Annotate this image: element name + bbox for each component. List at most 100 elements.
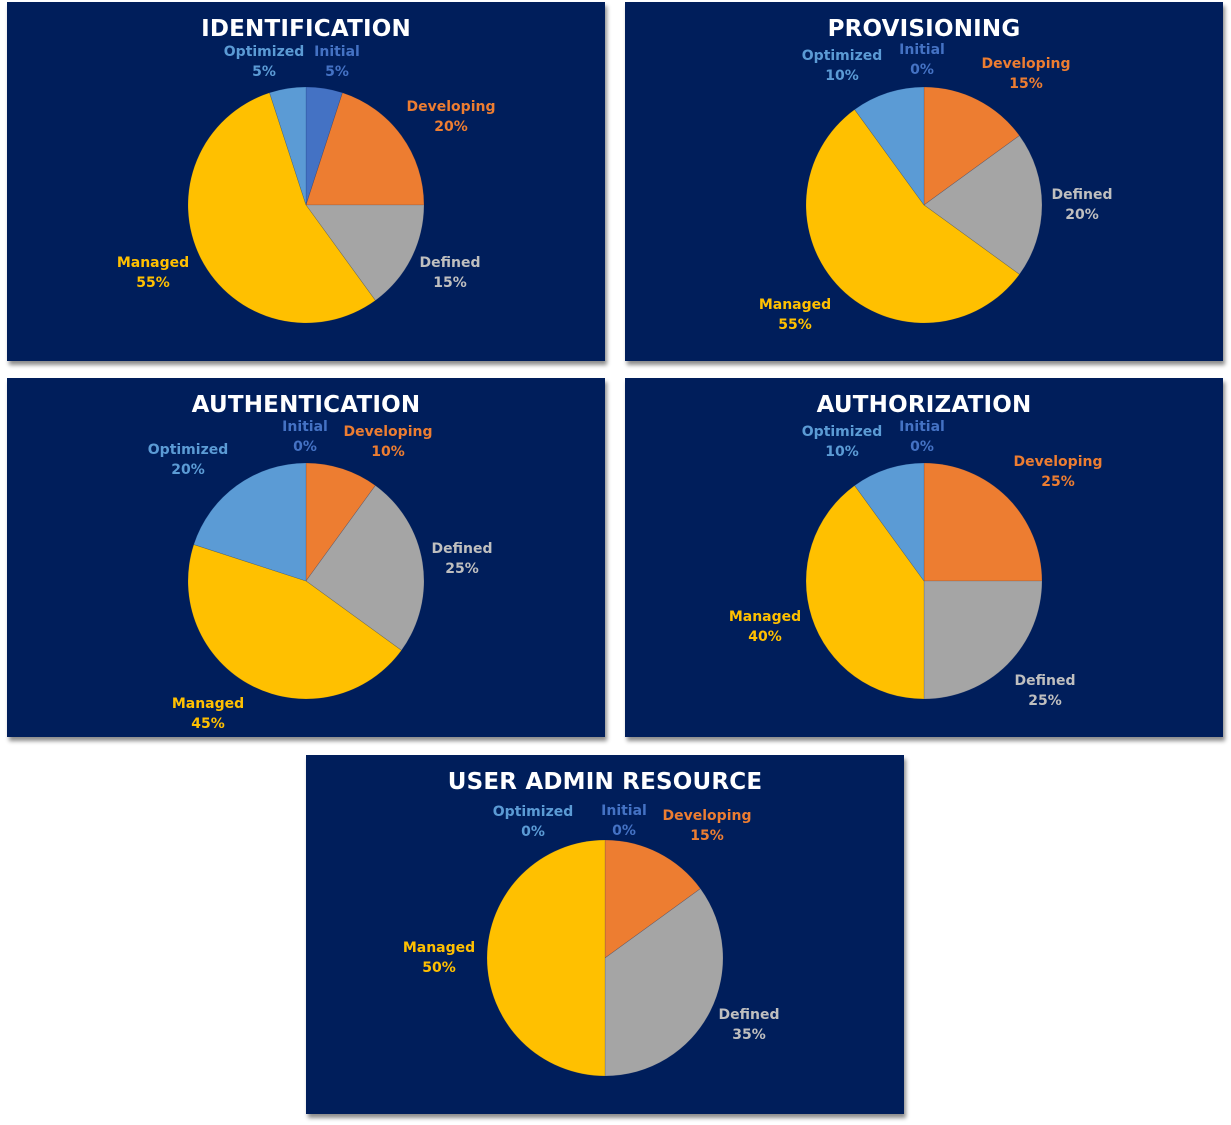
data-label-value: 10% [371,444,405,460]
data-label-developing: Developing 15% [982,54,1071,94]
data-label-optimized: Optimized 0% [493,802,573,842]
data-label-value: 20% [171,462,205,478]
data-label-managed: Managed 55% [759,295,831,335]
data-label-value: 55% [136,275,170,291]
data-label-value: 25% [445,561,479,577]
data-label-category: Defined [718,1007,780,1023]
pie-slice-optimized [193,462,307,582]
pie-slice-developing [923,462,1043,582]
data-label-optimized: Optimized 10% [802,422,882,462]
data-label-category: Optimized [147,442,229,458]
data-label-value: 5% [252,64,276,80]
data-label-value: 25% [1041,474,1075,490]
data-label-category: Defined [1051,187,1113,203]
data-label-value: 0% [910,62,934,78]
data-label-category: Defined [431,541,493,557]
pie-slice-defined [604,888,724,1077]
data-label-category: Defined [419,255,481,271]
pie-slice-defined [923,135,1043,275]
data-label-value: 0% [293,439,317,455]
data-label-category: Developing [981,56,1071,72]
data-label-category: Optimized [223,44,305,60]
data-label-developing: Developing 20% [407,97,496,137]
data-label-value: 35% [732,1027,766,1043]
data-label-category: Optimized [492,804,574,820]
data-label-defined: Defined 15% [420,253,481,293]
pie-slice-developing [305,462,376,582]
data-label-value: 0% [521,824,545,840]
data-label-value: 45% [191,716,225,732]
pie-slice-optimized [854,86,925,206]
data-label-managed: Managed 45% [172,694,244,734]
data-label-value: 0% [612,823,636,839]
data-label-optimized: Optimized 5% [224,42,304,82]
data-label-category: Initial [314,44,360,60]
data-label-optimized: Optimized 20% [148,440,228,480]
pie-chart [187,462,425,700]
data-label-managed: Managed 50% [403,938,475,978]
data-label-category: Optimized [801,48,883,64]
data-label-value: 15% [690,828,724,844]
data-label-value: 15% [1009,76,1043,92]
data-label-value: 20% [434,119,468,135]
data-label-defined: Defined 20% [1052,185,1113,225]
data-label-category: Developing [662,808,752,824]
pie-slice-defined [305,485,425,651]
chart-title: PROVISIONING [827,16,1021,42]
pie-slice-managed [486,839,606,1077]
data-label-value: 5% [325,64,349,80]
data-label-initial: Initial 5% [314,42,360,82]
data-label-value: 15% [433,275,467,291]
data-label-value: 20% [1065,207,1099,223]
data-label-optimized: Optimized 10% [802,46,882,86]
data-label-value: 50% [422,960,456,976]
data-label-initial: Initial 0% [601,801,647,841]
chart-title: AUTHENTICATION [191,392,421,418]
pie-chart [187,86,425,324]
pie-slice-optimized [269,86,307,206]
chart-panel-authorization: AUTHORIZATION Initial 0% Developing 25% Defin… [625,378,1223,737]
data-label-category: Optimized [801,424,883,440]
chart-panel-identification: IDENTIFICATION Initial 5% Developing 20% Defi… [7,2,605,361]
chart-panel-authentication: AUTHENTICATION Initial 0% Developing 10% Defi… [7,378,605,737]
data-label-initial: Initial 0% [899,40,945,80]
data-label-category: Managed [728,609,802,625]
pie-slice-initial [305,86,343,206]
pie-chart [805,462,1043,700]
chart-panel-user-admin-resource: USER ADMIN RESOURCE Initial 0% Developing 15… [306,755,904,1114]
data-label-category: Managed [402,940,476,956]
data-label-managed: Managed 55% [117,253,189,293]
pie-slice-managed [805,485,925,700]
data-label-value: 0% [910,439,934,455]
data-label-category: Developing [343,424,433,440]
data-label-value: 40% [748,629,782,645]
pie-slice-developing [305,92,425,206]
chart-title: AUTHORIZATION [816,392,1032,418]
pie-chart [486,839,724,1077]
data-label-developing: Developing 10% [344,422,433,462]
data-label-value: 25% [1028,693,1062,709]
data-label-developing: Developing 15% [663,806,752,846]
data-label-category: Managed [758,297,832,313]
data-label-category: Developing [406,99,496,115]
chart-title: USER ADMIN RESOURCE [447,769,763,795]
data-label-category: Initial [899,42,945,58]
pie-chart [805,86,1043,324]
data-label-category: Developing [1013,454,1103,470]
data-label-developing: Developing 25% [1014,452,1103,492]
pie-slice-developing [923,86,1020,206]
data-label-defined: Defined 25% [432,539,493,579]
pie-slice-defined [923,580,1043,700]
data-label-value: 10% [825,68,859,84]
pie-slice-optimized [854,462,925,582]
data-label-category: Initial [282,419,328,435]
data-label-defined: Defined 25% [1015,671,1076,711]
pie-slice-managed [187,544,402,700]
chart-panel-provisioning: PROVISIONING Initial 0% Developing 15% Define… [625,2,1223,361]
data-label-defined: Defined 35% [719,1005,780,1045]
chart-title: IDENTIFICATION [201,16,411,42]
pie-slice-developing [604,839,701,959]
pie-slice-managed [187,92,376,324]
data-label-category: Managed [116,255,190,271]
data-label-value: 55% [778,317,812,333]
